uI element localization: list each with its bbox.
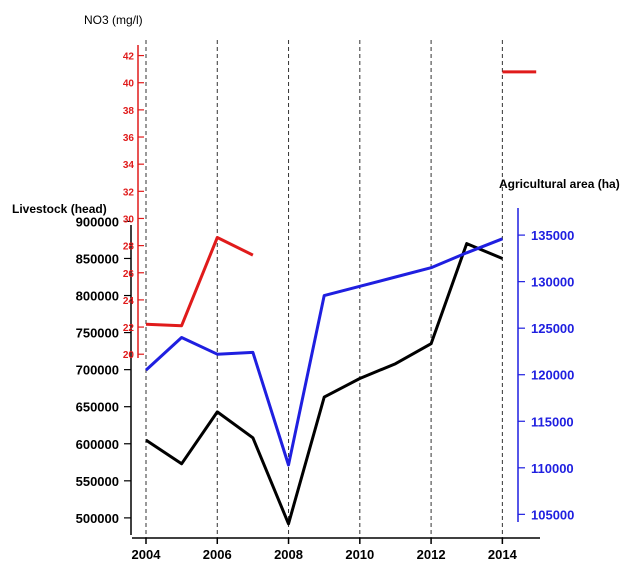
no3-tick-label-30: 30 [123, 214, 135, 225]
no3-tick-label-26: 26 [123, 269, 135, 280]
livestock-tick-label-800000: 800000 [76, 289, 119, 304]
no3-tick-label-36: 36 [123, 133, 135, 144]
no3-tick-label-28: 28 [123, 242, 135, 253]
no3-tick-label-40: 40 [123, 79, 135, 90]
no3-tick-label-42: 42 [123, 52, 135, 63]
area-tick-label-130000: 130000 [531, 275, 574, 290]
no3-tick-label-22: 22 [123, 323, 135, 334]
x-tick-label-2010: 2010 [345, 547, 374, 562]
livestock-tick-label-850000: 850000 [76, 251, 119, 266]
vertical-gridlines [145, 40, 503, 538]
livestock-tick-label-600000: 600000 [76, 437, 119, 452]
axes [124, 45, 540, 544]
area-tick-label-105000: 105000 [531, 507, 574, 522]
livestock-tick-label-650000: 650000 [76, 400, 119, 415]
livestock-tick-label-900000: 900000 [76, 214, 119, 229]
area-tick-label-125000: 125000 [531, 321, 574, 336]
area-tick-label-110000: 110000 [531, 461, 574, 476]
livestock-series-line [145, 242, 503, 526]
no3-tick-label-20: 20 [123, 350, 135, 361]
x-tick-label-2008: 2008 [274, 547, 303, 562]
no3-tick-label-34: 34 [123, 160, 135, 171]
no3-series-line-1 [145, 236, 254, 328]
livestock-axis-title: Livestock (head) [12, 202, 107, 216]
livestock-tick-label-700000: 700000 [76, 363, 119, 378]
no3-tick-label-32: 32 [123, 187, 135, 198]
area-tick-label-120000: 120000 [531, 368, 574, 383]
no3-axis-title: NO3 (mg/l) [84, 13, 143, 27]
no3-tick-label-38: 38 [123, 106, 135, 117]
no3-tick-label-24: 24 [123, 296, 135, 307]
series-lines [144, 70, 537, 526]
x-tick-label-2014: 2014 [488, 547, 518, 562]
livestock-tick-label-550000: 550000 [76, 474, 119, 489]
livestock-tick-label-750000: 750000 [76, 326, 119, 341]
x-tick-label-2006: 2006 [203, 547, 232, 562]
area-tick-label-135000: 135000 [531, 228, 574, 243]
livestock-tick-label-500000: 500000 [76, 511, 119, 526]
area-axis-title: Agricultural area (ha) [499, 177, 620, 191]
area-tick-label-115000: 115000 [531, 414, 574, 429]
area-series-line [144, 237, 503, 467]
x-tick-label-2012: 2012 [417, 547, 446, 562]
tick-labels: 2004 2006 2008 2010 2012 2014 900000 850000 8000… [76, 52, 575, 562]
x-tick-label-2004: 2004 [132, 547, 162, 562]
